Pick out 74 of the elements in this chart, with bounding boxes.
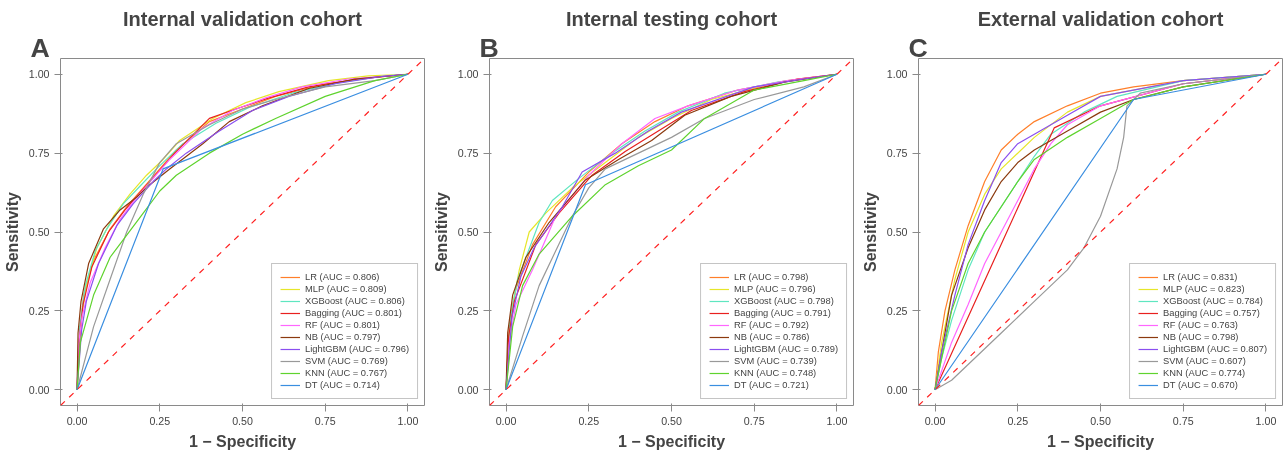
- y-axis-title: Sensitivity: [432, 191, 450, 273]
- legend-label: NB (AUC = 0.798): [1163, 332, 1239, 342]
- legend-label: DT (AUC = 0.714): [305, 380, 380, 390]
- y-axis-title: Sensitivity: [861, 191, 879, 273]
- y-tick-label: 0.50: [28, 226, 50, 238]
- legend-label: MLP (AUC = 0.823): [1163, 284, 1245, 294]
- y-tick-label: 0.50: [886, 226, 908, 238]
- x-axis-title: 1 − Specificity: [617, 432, 726, 450]
- legend-label: LR (AUC = 0.831): [1163, 272, 1238, 282]
- y-tick-label: 1.00: [886, 68, 908, 81]
- legend-label: SVM (AUC = 0.769): [305, 356, 388, 366]
- x-tick-label: 0.50: [1090, 414, 1111, 427]
- legend-label: RF (AUC = 0.792): [734, 320, 809, 330]
- legend-label: LR (AUC = 0.806): [305, 272, 380, 282]
- chart-title: Internal validation cohort: [123, 7, 363, 30]
- y-tick-label: 0.75: [457, 147, 479, 160]
- legend-label: LR (AUC = 0.798): [734, 272, 809, 282]
- legend-label: XGBoost (AUC = 0.806): [305, 296, 405, 306]
- legend-label: MLP (AUC = 0.796): [734, 284, 816, 294]
- x-tick-label: 0.00: [924, 414, 946, 427]
- legend-label: XGBoost (AUC = 0.798): [734, 296, 834, 306]
- legend-label: LightGBM (AUC = 0.807): [1163, 344, 1267, 354]
- y-tick-label: 0.25: [886, 304, 908, 317]
- legend-label: Bagging (AUC = 0.801): [305, 308, 402, 318]
- y-tick-label: 0.00: [886, 383, 908, 396]
- chart-title: Internal testing cohort: [565, 7, 778, 30]
- x-tick-label: 0.00: [66, 414, 88, 427]
- x-tick-label: 0.75: [743, 414, 765, 427]
- y-tick-label: 0.00: [457, 383, 479, 396]
- legend-label: XGBoost (AUC = 0.784): [1163, 296, 1263, 306]
- legend-label: Bagging (AUC = 0.757): [1163, 308, 1260, 318]
- legend-label: RF (AUC = 0.801): [305, 320, 380, 330]
- y-tick-label: 0.25: [28, 304, 50, 317]
- x-tick-label: 0.25: [149, 414, 171, 427]
- x-axis-title: 1 − Specificity: [188, 432, 297, 450]
- x-tick-label: 0.00: [495, 414, 517, 427]
- x-tick-label: 0.25: [578, 414, 600, 427]
- line-series: [76, 73, 409, 391]
- annotation: B: [479, 32, 499, 63]
- legend-label: RF (AUC = 0.763): [1163, 320, 1238, 330]
- text: A: [30, 32, 50, 63]
- y-tick-label: 0.75: [28, 147, 50, 160]
- y-axis-title: Sensitivity: [3, 191, 21, 273]
- legend-label: NB (AUC = 0.786): [734, 332, 810, 342]
- line-series: [934, 73, 1267, 391]
- legend-label: KNN (AUC = 0.748): [734, 368, 817, 378]
- y-tick-label: 0.50: [457, 226, 479, 238]
- chart-title: External validation cohort: [977, 7, 1224, 30]
- x-tick-label: 1.00: [1255, 414, 1277, 427]
- x-tick-label: 1.00: [397, 414, 419, 427]
- x-tick-label: 0.50: [232, 414, 253, 427]
- y-tick-label: 1.00: [28, 68, 50, 81]
- x-tick-label: 0.75: [314, 414, 336, 427]
- annotation: C: [908, 32, 928, 63]
- x-axis-title: 1 − Specificity: [1046, 432, 1155, 450]
- legend-label: DT (AUC = 0.670): [1163, 380, 1238, 390]
- legend-label: LightGBM (AUC = 0.796): [305, 344, 409, 354]
- y-tick-label: 0.75: [886, 147, 908, 160]
- legend-label: KNN (AUC = 0.767): [305, 368, 388, 378]
- legend-label: LightGBM (AUC = 0.789): [734, 344, 838, 354]
- legend-label: NB (AUC = 0.797): [305, 332, 381, 342]
- x-tick-label: 0.25: [1007, 414, 1029, 427]
- legend-label: KNN (AUC = 0.774): [1163, 368, 1246, 378]
- legend-label: Bagging (AUC = 0.791): [734, 308, 831, 318]
- legend-label: SVM (AUC = 0.739): [734, 356, 817, 366]
- legend-label: MLP (AUC = 0.809): [305, 284, 387, 294]
- y-tick-label: 0.00: [28, 383, 50, 396]
- x-tick-label: 0.50: [661, 414, 682, 427]
- legend-label: SVM (AUC = 0.607): [1163, 356, 1246, 366]
- legend-label: DT (AUC = 0.721): [734, 380, 809, 390]
- y-tick-label: 1.00: [457, 68, 479, 81]
- y-tick-label: 0.25: [457, 304, 479, 317]
- x-tick-label: 0.75: [1172, 414, 1194, 427]
- x-tick-label: 1.00: [826, 414, 848, 427]
